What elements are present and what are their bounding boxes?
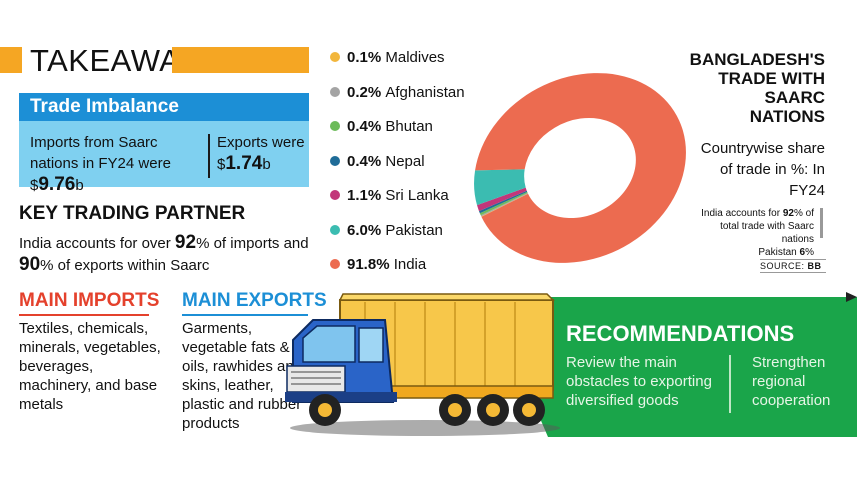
imports-text: Imports from Saarc nations in FY24 were … — [30, 134, 171, 194]
legend-label: Sri Lanka — [385, 187, 449, 204]
imports-statement: Imports from Saarc nations in FY24 were … — [30, 132, 205, 196]
main-exports-title: MAIN EXPORTS — [182, 290, 327, 311]
main-imports-title: MAIN IMPORTS — [19, 290, 160, 311]
chart-note: India accounts for 92% of total trade wi… — [688, 207, 814, 259]
note-line3-pre: Pakistan — [758, 247, 800, 258]
trade-share-donut-chart — [474, 73, 686, 263]
key-trading-partner-text: India accounts for over 92% of imports a… — [19, 232, 319, 276]
legend-value: 1.1% — [347, 187, 386, 204]
ktp-line1-pre: India accounts for over — [19, 235, 175, 252]
recommendation-item: Strengthen regional cooperation — [752, 354, 831, 409]
exports-statement: Exports were $1.74b — [217, 132, 307, 175]
note-line1-post: % of — [793, 208, 814, 219]
exports-value: 1.74 — [225, 153, 263, 174]
legend-item: 0.1% Maldives — [330, 46, 445, 70]
note-divider — [820, 208, 823, 238]
legend-label: Maldives — [385, 49, 445, 66]
trade-imbalance-divider — [208, 134, 210, 178]
main-exports-text: Garments, vegetable fats & oils, rawhide… — [182, 320, 303, 432]
donut-slice-nepal — [479, 190, 528, 214]
legend-value: 0.4% — [347, 152, 386, 170]
legend-item: 6.0% Pakistan — [330, 219, 443, 243]
exports-unit: b — [262, 156, 271, 173]
legend-label: Nepal — [385, 152, 425, 170]
arrow-icon — [846, 292, 857, 302]
note-line1-value: 92 — [782, 208, 794, 219]
chart-title-line: SAARC — [764, 88, 825, 107]
legend-item: 0.4% Bhutan — [330, 115, 433, 139]
takeaways-accent-bar-left — [0, 47, 22, 73]
key-trading-partner-title: KEY TRADING PARTNER — [19, 203, 246, 224]
legend-label: Bhutan — [385, 118, 433, 135]
legend-item: 0.2% Afghanistan — [330, 81, 465, 105]
legend-swatch — [330, 121, 340, 132]
note-line3-value: 6 — [799, 247, 806, 258]
donut-slice-bhutan — [479, 191, 528, 216]
legend-item: 1.1% Sri Lanka — [330, 184, 449, 208]
legend-swatch — [330, 52, 340, 63]
main-imports-underline — [19, 314, 149, 316]
legend-item: 0.4% Nepal — [330, 150, 425, 174]
legend-swatch — [330, 86, 340, 97]
legend-value: 0.4% — [347, 118, 386, 135]
legend-swatch — [330, 190, 340, 201]
note-line1-pre: India accounts for — [701, 208, 783, 219]
legend-swatch — [330, 259, 340, 270]
donut-slice-pakistan — [474, 169, 526, 206]
chart-subtitle: Countrywise share of trade in %: In FY24 — [700, 140, 825, 199]
recommendation-item: Review the main obstacles to exporting d… — [566, 354, 712, 409]
ktp-line1-value: 92 — [174, 232, 197, 253]
legend-value: 0.1% — [347, 49, 386, 66]
donut-slice-sri-lanka — [477, 187, 527, 212]
donut-slice-maldives — [481, 193, 529, 217]
legend-label: Afghanistan — [385, 83, 465, 101]
legend-label: Pakistan — [385, 221, 443, 239]
donut-slice-afghanistan — [480, 192, 528, 217]
legend-value: 0.2% — [347, 83, 386, 101]
ktp-line2-value: 90 — [19, 254, 41, 275]
trade-imbalance-title: Trade Imbalance — [30, 96, 179, 117]
source-label: SOURCE: BB — [760, 259, 826, 273]
legend-label: India — [393, 256, 427, 273]
recommendations-divider — [729, 355, 731, 413]
takeaways-accent-bar-right — [172, 47, 309, 73]
chart-title-line: TRADE WITH — [718, 69, 825, 88]
chart-title-line: NATIONS — [749, 107, 825, 126]
ktp-line1-post: % of imports and — [196, 235, 309, 252]
trade-imbalance-header — [19, 93, 309, 121]
note-line2: total trade with Saarc nations — [720, 221, 814, 245]
legend-swatch — [330, 155, 340, 166]
note-line3-post: % — [805, 247, 814, 258]
legend-value: 6.0% — [347, 221, 386, 239]
main-imports-text: Textiles, chemicals, minerals, vegetable… — [19, 320, 161, 413]
donut-slice-india — [475, 73, 686, 263]
recommendations-title: RECOMMENDATIONS — [566, 321, 795, 346]
legend-item: 91.8% India — [330, 253, 426, 277]
imports-value: 9.76 — [38, 174, 76, 195]
truck-illustration — [285, 293, 560, 436]
exports-text: Exports were $ — [217, 134, 305, 173]
chart-title: BANGLADESH'S TRADE WITH SAARC NATIONS — [680, 50, 825, 126]
chart-title-line: BANGLADESH'S — [689, 50, 825, 69]
ktp-line2-post: % of exports within Saarc — [40, 257, 210, 274]
source-prefix: SOURCE: — [760, 261, 808, 271]
main-exports-underline — [182, 314, 308, 316]
legend-value: 91.8% — [347, 256, 394, 273]
legend-swatch — [330, 224, 340, 235]
source-value: BB — [807, 261, 822, 271]
imports-unit: b — [75, 177, 84, 194]
